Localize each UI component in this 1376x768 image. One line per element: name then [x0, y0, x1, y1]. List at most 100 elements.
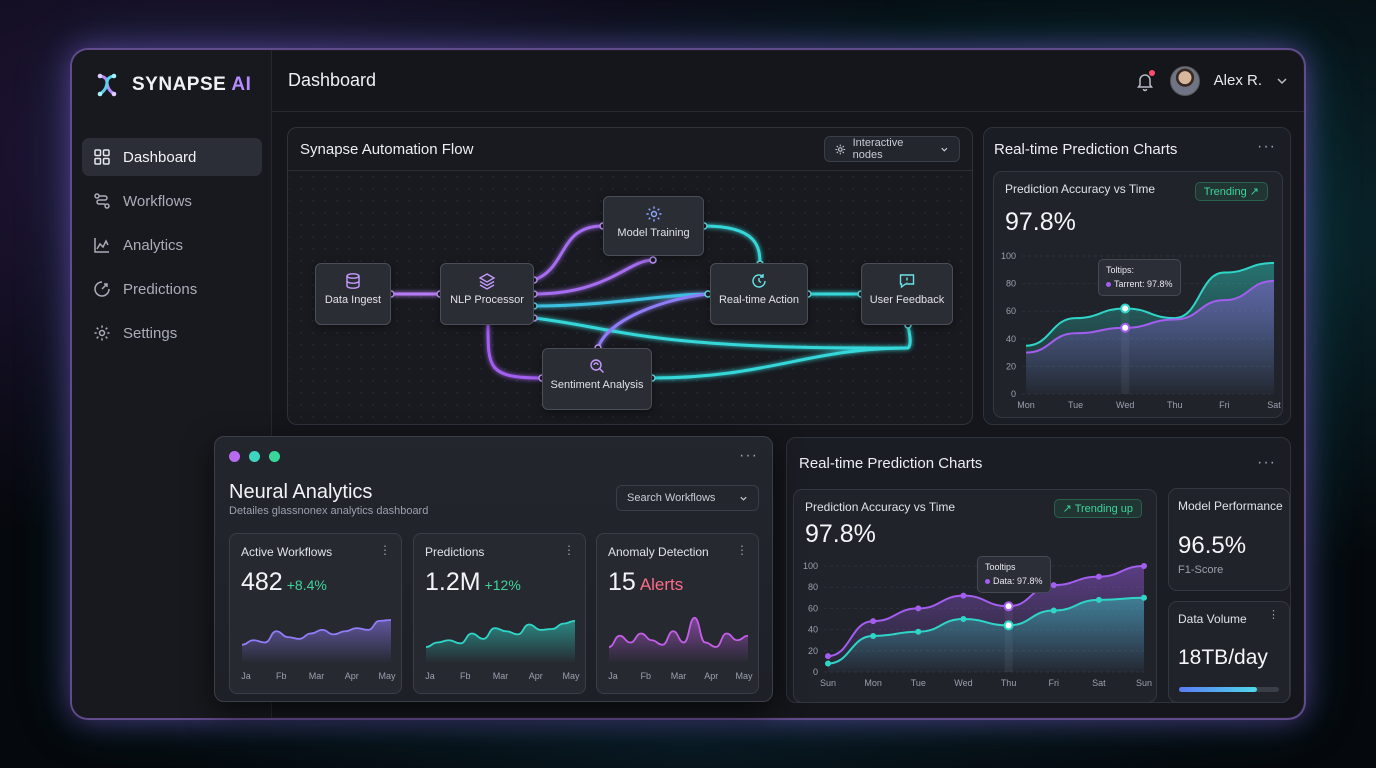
brand-logo[interactable]: SYNAPSE AI [92, 70, 251, 100]
accuracy-value: 97.8% [1005, 208, 1076, 236]
sidebar-item-label: Dashboard [123, 148, 197, 166]
data-point [960, 592, 967, 599]
node-real-time-action[interactable]: Real-time Action [710, 263, 808, 325]
active-workflows-card[interactable]: Active Workflows ⋮ 482 +8.4% Ja Fb Mar Apr Ma… [229, 533, 402, 694]
interactive-nodes-dropdown[interactable]: Interactive nodes [824, 136, 960, 162]
month-label: Apr [704, 671, 718, 681]
x-tick-label: Tue [911, 678, 926, 688]
trending-up-badge: ↗ Trending up [1053, 499, 1142, 518]
data-point [825, 653, 831, 660]
more-options-button[interactable]: ⋮ [736, 543, 748, 557]
card-title: Prediction Accuracy vs Time [805, 500, 956, 514]
brand-name-primary: SYNAPSE [132, 74, 227, 95]
trending-badge: Trending ↗ [1194, 182, 1268, 201]
tooltip-title: Tooltips [985, 562, 1016, 572]
flow-divider [288, 170, 972, 171]
tooltip-value: Tarrent: 97.8% [1106, 278, 1173, 292]
data-point [1003, 601, 1014, 612]
y-tick-label: 0 [1011, 389, 1016, 399]
node-sentiment-analysis[interactable]: Sentiment Analysis [542, 348, 652, 410]
data-point [870, 618, 877, 625]
more-options-button[interactable]: ⋮ [563, 543, 575, 557]
metric-value: 1.2M +12% [425, 568, 521, 597]
more-options-button[interactable]: ··· [739, 447, 758, 464]
x-tick-label: Fri [1219, 400, 1230, 410]
x-tick-label: Sat [1267, 400, 1281, 410]
node-nlp-processor[interactable]: NLP Processor [440, 263, 534, 325]
panel-title: Real-time Prediction Charts [799, 455, 983, 472]
automation-flow-panel: Synapse Automation Flow Interactive node… [287, 127, 973, 425]
x-tick-label: Wed [1116, 400, 1134, 410]
sidebar-item-label: Workflows [123, 192, 192, 210]
sidebar-item-analytics[interactable]: Analytics [82, 226, 262, 264]
metric-delta: +8.4% [286, 577, 327, 593]
tooltip-title: Toltips: [1106, 265, 1135, 275]
node-user-feedback[interactable]: User Feedback [861, 263, 953, 325]
trending-badge-label: Trending [1203, 186, 1247, 198]
y-tick-label: 60 [808, 603, 818, 613]
more-options-button[interactable]: ··· [1257, 138, 1276, 155]
month-label: Ja [241, 671, 251, 681]
brand-name: SYNAPSE AI [132, 74, 251, 96]
y-tick-label: 40 [1006, 334, 1016, 344]
data-point [1095, 596, 1102, 603]
window-dot-purple[interactable] [229, 451, 240, 462]
refresh-icon [752, 274, 766, 288]
data-volume-card: Data Volume ⋮ 18TB/day [1168, 601, 1290, 703]
data-point [1120, 322, 1131, 333]
search-workflows-dropdown[interactable]: Search Workflows [616, 485, 759, 511]
notification-dot [1148, 69, 1155, 76]
avatar[interactable] [1169, 65, 1200, 96]
month-label: Ja [425, 671, 435, 681]
data-point [870, 632, 877, 639]
more-options-button[interactable]: ⋮ [1268, 609, 1280, 621]
interactive-nodes-label: Interactive nodes [852, 137, 904, 161]
x-tick-label: Thu [1167, 400, 1183, 410]
notifications-button[interactable] [1134, 69, 1156, 92]
node-label: Model Training [617, 227, 690, 239]
sidebar-item-label: Settings [123, 324, 178, 342]
top-bar: Dashboard Alex R. [272, 50, 1304, 112]
x-tick-label: Thu [1001, 678, 1017, 688]
brand-name-accent: AI [231, 74, 252, 95]
prediction-card-bottom: Prediction Accuracy vs Time ↗ Trending u… [793, 489, 1157, 703]
sidebar-item-label: Predictions [123, 280, 198, 298]
chat-icon [899, 274, 915, 289]
node-data-ingest[interactable]: Data Ingest [315, 263, 391, 325]
y-tick-label: 20 [1006, 361, 1016, 371]
tooltip-value: Data: 97.8% [985, 575, 1043, 589]
sidebar-item-predictions[interactable]: Predictions [82, 270, 262, 308]
y-tick-label: 0 [813, 667, 818, 677]
y-tick-label: 40 [808, 625, 818, 635]
metric-delta: +12% [484, 577, 521, 593]
predictions-icon [94, 281, 110, 297]
data-point [1141, 563, 1147, 569]
sidebar-item-workflows[interactable]: Workflows [82, 182, 262, 220]
data-point [915, 628, 922, 635]
anomaly-detection-card[interactable]: Anomaly Detection ⋮ 15 Alerts Ja Fb Mar Apr M… [596, 533, 759, 694]
more-options-button[interactable]: ··· [1257, 454, 1276, 471]
chevron-down-icon[interactable] [1276, 75, 1288, 87]
window-dot-teal[interactable] [249, 451, 260, 462]
search-workflows-label: Search Workflows [627, 492, 716, 504]
metric-number: 15 [608, 568, 636, 596]
sparkline-area [609, 617, 748, 662]
sparkline-line [241, 619, 392, 646]
x-tick-label: Sat [1092, 678, 1106, 688]
sidebar-item-dashboard[interactable]: Dashboard [82, 138, 262, 176]
predictions-card[interactable]: Predictions ⋮ 1.2M +12% Ja Fb Mar Apr May [413, 533, 586, 694]
top-bar-actions: Alex R. [1134, 65, 1288, 96]
x-tick-label: Fri [1048, 678, 1059, 688]
more-options-button[interactable]: ⋮ [379, 543, 391, 557]
window-dot-green[interactable] [269, 451, 280, 462]
data-volume-value: 18TB/day [1178, 646, 1268, 669]
neural-subtitle: Detailes glassnonex analytics dashboard [229, 505, 429, 517]
tooltip-text: Data: 97.8% [993, 575, 1043, 586]
sidebar-item-settings[interactable]: Settings [82, 314, 262, 352]
sidebar-item-label: Analytics [123, 236, 184, 254]
y-tick-label: 60 [1006, 306, 1016, 316]
node-model-training[interactable]: Model Training [603, 196, 704, 256]
bell-icon [1136, 73, 1153, 91]
gear-icon [94, 325, 110, 341]
user-name[interactable]: Alex R. [1213, 72, 1262, 89]
